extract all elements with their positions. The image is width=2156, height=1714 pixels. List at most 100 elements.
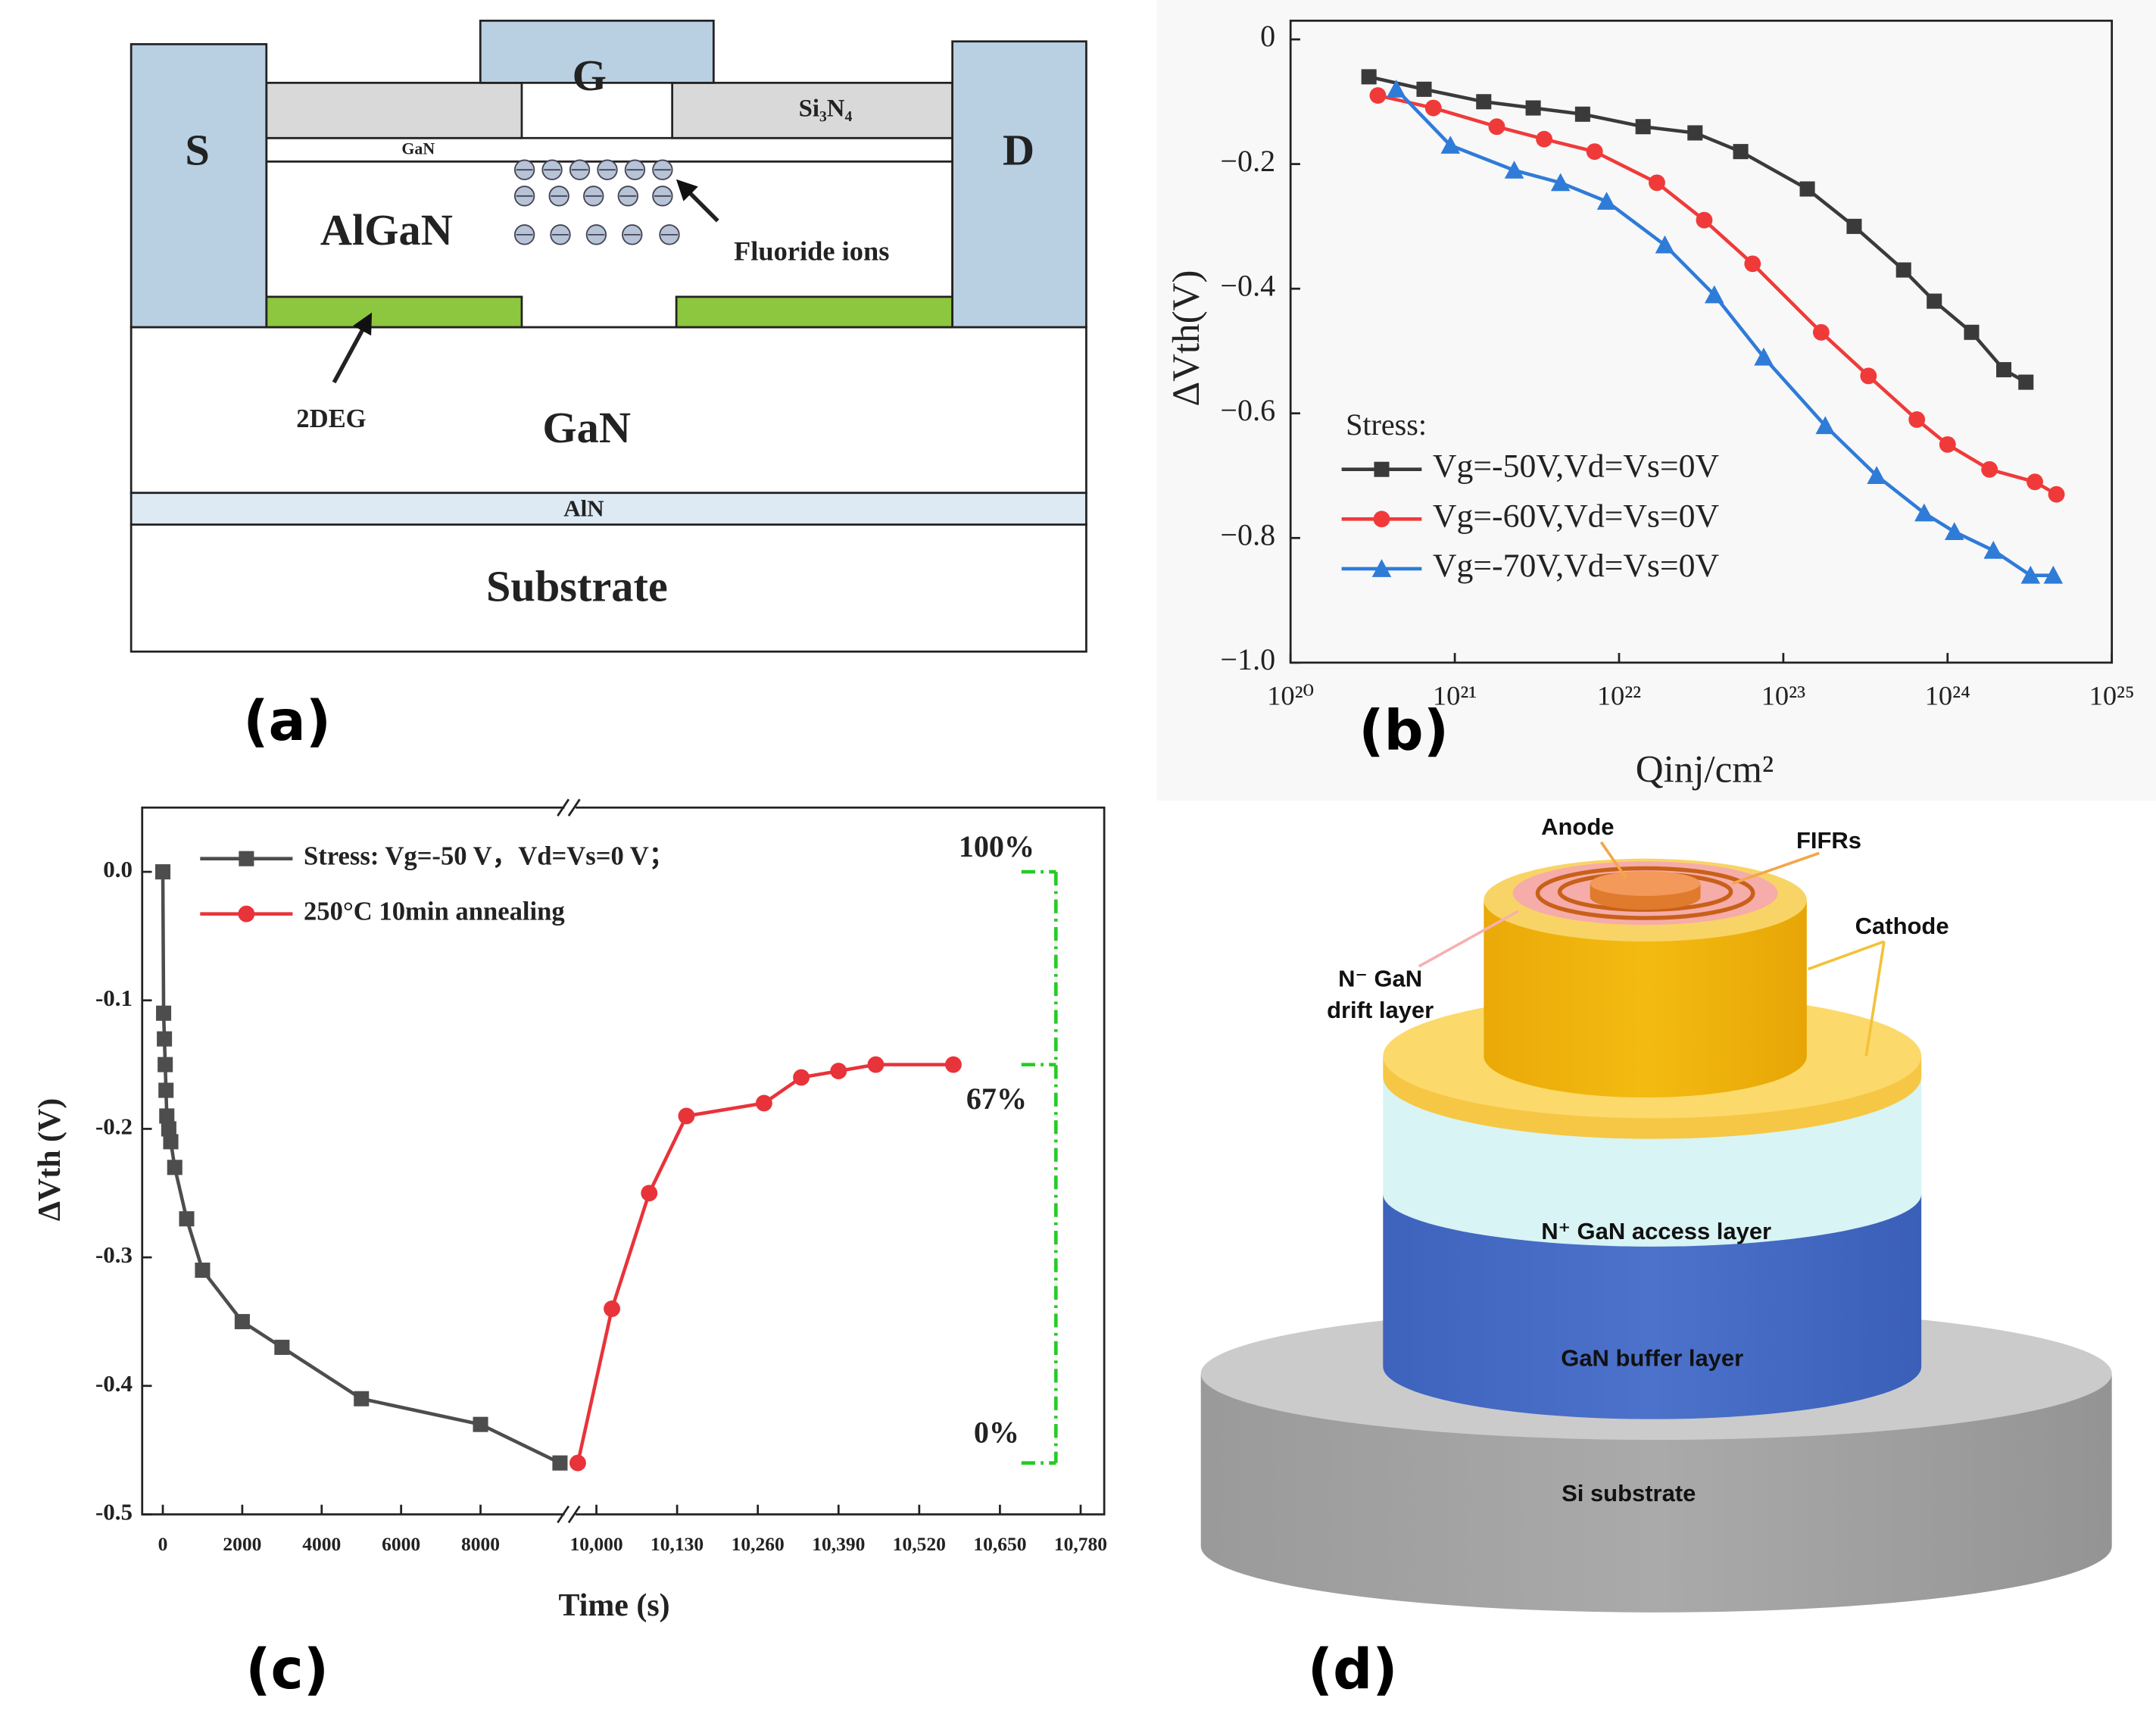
passivation-label: Si₃N₄ — [799, 95, 853, 122]
x-tick-label: 10,650 — [973, 1533, 1026, 1555]
annotation-label: 100% — [959, 829, 1034, 863]
marker — [1476, 94, 1492, 110]
marker — [161, 1121, 176, 1137]
buffer-label: GaN buffer layer — [1561, 1344, 1743, 1371]
y-tick-label: -0.1 — [95, 985, 133, 1011]
marker — [1361, 69, 1377, 85]
sin-right — [671, 81, 954, 139]
marker — [2027, 473, 2043, 491]
source-label: S — [185, 126, 209, 175]
marker — [569, 1454, 586, 1472]
cathode-pointer — [1808, 940, 1885, 971]
marker — [1733, 144, 1749, 160]
axis-break — [557, 1505, 570, 1524]
marker — [154, 864, 171, 880]
marker — [1536, 130, 1553, 148]
marker — [867, 1056, 885, 1073]
marker — [1374, 461, 1390, 477]
marker — [1939, 436, 1956, 453]
marker — [1586, 143, 1603, 161]
drain-label: D — [1003, 126, 1034, 175]
y-tick-label: −0.2 — [1220, 144, 1275, 178]
marker — [1981, 461, 1998, 478]
x-tick-label: 10²³ — [1761, 681, 1805, 711]
marker — [1687, 125, 1703, 141]
x-tick-label: 10,390 — [812, 1533, 865, 1555]
marker — [1696, 211, 1713, 229]
drift-label: drift layer — [1327, 997, 1434, 1023]
marker — [158, 1057, 173, 1072]
marker — [1815, 416, 1835, 435]
axis-break — [557, 798, 570, 816]
x-tick-label: 10,780 — [1054, 1533, 1107, 1555]
y-tick-label: -0.2 — [95, 1113, 133, 1140]
marker — [1927, 293, 1942, 309]
marker — [238, 905, 255, 923]
marker — [239, 851, 254, 866]
panel-d: Anode FIFRs Cathode N⁻ GaN drift layer N… — [1200, 813, 2112, 1613]
plot-frame — [141, 806, 1106, 1516]
marker — [604, 1300, 620, 1317]
fifrs-pointer — [1731, 851, 1820, 885]
marker — [2043, 565, 2064, 584]
marker — [1596, 192, 1617, 210]
marker — [1754, 347, 1774, 366]
marker — [1371, 559, 1392, 577]
panel-b-background — [1156, 0, 2156, 801]
marker — [1860, 367, 1877, 385]
cap-label: GaN — [401, 140, 435, 158]
cathode-pointer — [1864, 941, 1886, 1057]
marker — [1373, 510, 1390, 528]
x-tick-label: 2000 — [223, 1533, 261, 1555]
legend-label: Vg=-50V,Vd=Vs=0V — [1433, 448, 1720, 485]
marker — [473, 1416, 488, 1432]
marker — [2018, 374, 2034, 390]
gan-buffer-layer — [129, 326, 1087, 495]
marker — [1649, 174, 1665, 192]
panel-label: (b) — [1359, 699, 1449, 763]
gan-cap-layer — [265, 136, 954, 163]
marker — [1416, 81, 1432, 97]
ions-label: Fluoride ions — [734, 236, 890, 267]
buffer-label: GaN — [542, 403, 631, 452]
y-tick-label: 0.0 — [103, 856, 133, 882]
x-tick-label: 10,130 — [651, 1533, 704, 1555]
substrate-label: Substrate — [486, 561, 668, 610]
marker — [1550, 173, 1571, 192]
fifr-ring — [1535, 866, 1755, 920]
y-tick-label: 0 — [1260, 19, 1275, 53]
marker — [1386, 80, 1406, 98]
fluoride-ions — [513, 159, 680, 245]
marker — [678, 1107, 695, 1125]
marker — [159, 1108, 175, 1124]
marker — [1369, 87, 1387, 105]
marker — [163, 1134, 179, 1150]
legend-label: 250°C 10min annealing — [304, 898, 565, 926]
y-tick-label: −0.8 — [1220, 518, 1275, 552]
x-tick-label: 10²⁰ — [1267, 681, 1314, 711]
marker — [1744, 255, 1761, 273]
2deg-arrow — [332, 312, 373, 384]
x-axis-title: Qinj/cm² — [1636, 748, 1774, 791]
x-tick-label: 0 — [158, 1533, 168, 1555]
substrate-label: Si substrate — [1562, 1480, 1696, 1506]
marker — [1812, 323, 1830, 341]
annotation-label: 0% — [974, 1415, 1019, 1449]
anode-label: Anode — [1541, 813, 1614, 840]
x-tick-label: 10,000 — [569, 1533, 622, 1555]
x-tick-label: 10²⁵ — [2089, 681, 2135, 711]
access-label: N⁺ GaN access layer — [1541, 1218, 1771, 1244]
marker — [2020, 565, 2041, 584]
2deg-left — [265, 295, 523, 329]
x-tick-label: 10²¹ — [1433, 681, 1477, 711]
marker — [830, 1063, 847, 1080]
gate-electrode — [479, 19, 715, 84]
marker — [1424, 99, 1442, 117]
x-tick-label: 10²⁴ — [1925, 681, 1970, 711]
marker — [1440, 136, 1461, 154]
marker — [1488, 118, 1505, 136]
marker — [2048, 485, 2065, 503]
panel-a — [129, 19, 1087, 653]
y-tick-label: -0.5 — [95, 1499, 133, 1525]
